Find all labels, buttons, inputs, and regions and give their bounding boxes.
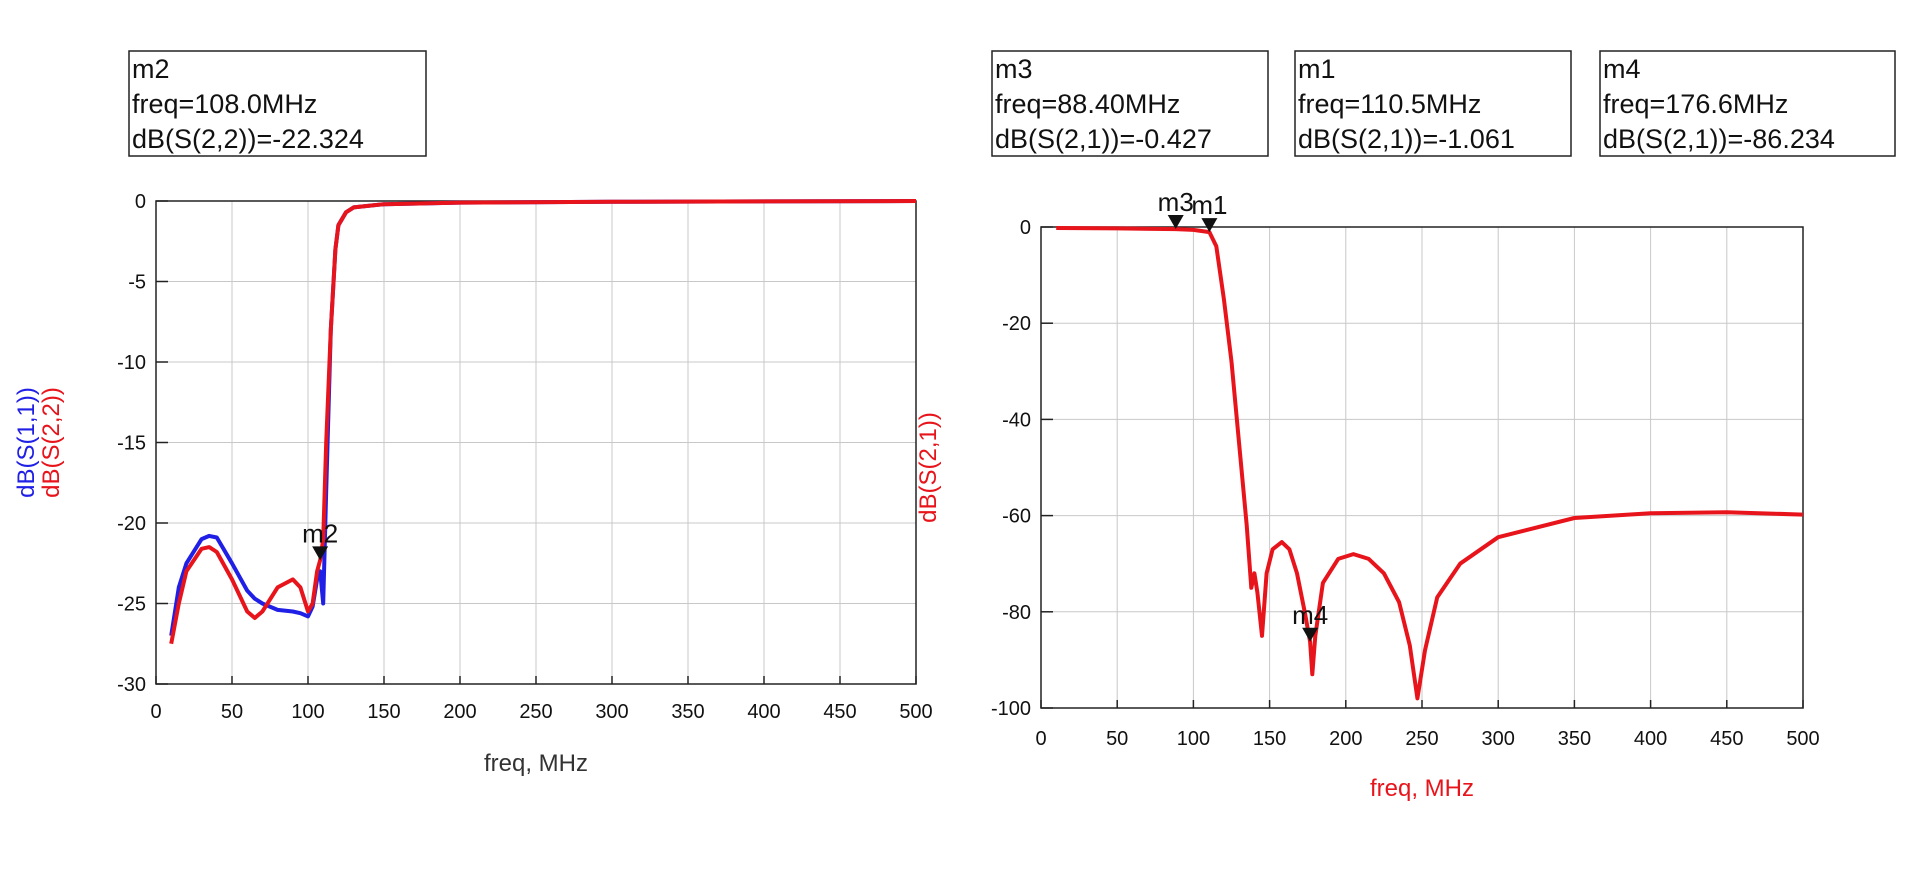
x-tick-label: 0 — [1035, 728, 1046, 750]
x-tick-label: 200 — [1329, 728, 1362, 750]
marker-label: m2 — [302, 518, 338, 548]
marker-box-value: dB(S(2,1))=-0.427 — [995, 124, 1212, 154]
x-tick-label: 450 — [1710, 728, 1743, 750]
marker-box-freq: freq=110.5MHz — [1298, 89, 1481, 119]
y-axis-title: dB(S(1,1)) — [13, 387, 40, 498]
series-line — [169, 199, 917, 637]
y-tick-label: -20 — [117, 513, 146, 535]
y-tick-label: -15 — [117, 433, 146, 455]
x-tick-label: 300 — [595, 701, 628, 723]
x-tick-label: 250 — [1405, 728, 1438, 750]
series-line — [1056, 226, 1804, 701]
x-tick-label: 200 — [443, 701, 476, 723]
x-tick-label: 350 — [1558, 728, 1591, 750]
y-tick-label: -5 — [128, 272, 146, 294]
y-tick-label: -60 — [1002, 506, 1031, 528]
marker-triangle — [312, 546, 329, 561]
x-tick-label: 500 — [899, 701, 932, 723]
x-axis-title: freq, MHz — [1370, 775, 1474, 802]
y-tick-label: -30 — [117, 674, 146, 696]
y-tick-label: -10 — [117, 352, 146, 374]
marker-triangle — [1302, 627, 1319, 642]
marker-box-value: dB(S(2,2))=-22.324 — [132, 124, 364, 154]
series-line — [169, 199, 917, 645]
marker-box — [991, 50, 1269, 157]
x-tick-label: 50 — [1106, 728, 1128, 750]
x-tick-label: 400 — [1634, 728, 1667, 750]
y-tick-label: 0 — [135, 191, 146, 213]
marker-box-value: dB(S(2,1))=-86.234 — [1603, 124, 1835, 154]
marker-box-freq: freq=176.6MHz — [1603, 89, 1788, 119]
marker-box — [1599, 50, 1896, 157]
marker-box-name: m3 — [995, 54, 1033, 84]
x-tick-label: 100 — [291, 701, 324, 723]
y-tick-label: -20 — [1002, 313, 1031, 335]
marker-label: m3 — [1158, 187, 1194, 217]
x-tick-label: 0 — [150, 701, 161, 723]
y-tick-label: -100 — [991, 698, 1031, 720]
marker-box — [1294, 50, 1572, 157]
y-axis-title: dB(S(2,1)) — [915, 412, 942, 523]
x-tick-label: 500 — [1786, 728, 1819, 750]
x-tick-label: 400 — [747, 701, 780, 723]
marker-label: m1 — [1191, 190, 1227, 220]
marker-box-name: m1 — [1298, 54, 1336, 84]
x-tick-label: 350 — [671, 701, 704, 723]
y-tick-label: -80 — [1002, 602, 1031, 624]
x-axis-title: freq, MHz — [484, 750, 588, 777]
marker-box-freq: freq=88.40MHz — [995, 89, 1180, 119]
marker-box — [128, 50, 427, 157]
y-tick-label: 0 — [1020, 217, 1031, 239]
marker-label: m4 — [1292, 600, 1328, 630]
marker-box-value: dB(S(2,1))=-1.061 — [1298, 124, 1515, 154]
marker-box-name: m4 — [1603, 54, 1641, 84]
y-tick-label: -25 — [117, 594, 146, 616]
x-tick-label: 150 — [367, 701, 400, 723]
plot-frame — [1040, 226, 1804, 709]
x-tick-label: 50 — [221, 701, 243, 723]
y-tick-label: -40 — [1002, 409, 1031, 431]
x-tick-label: 100 — [1177, 728, 1210, 750]
y-axis-title: dB(S(2,2)) — [38, 387, 65, 498]
marker-triangle — [1201, 218, 1218, 233]
x-tick-label: 150 — [1253, 728, 1286, 750]
x-tick-label: 250 — [519, 701, 552, 723]
marker-box-freq: freq=108.0MHz — [132, 89, 317, 119]
x-tick-label: 300 — [1482, 728, 1515, 750]
x-tick-label: 450 — [823, 701, 856, 723]
marker-triangle — [1167, 215, 1184, 230]
marker-box-name: m2 — [132, 54, 170, 84]
